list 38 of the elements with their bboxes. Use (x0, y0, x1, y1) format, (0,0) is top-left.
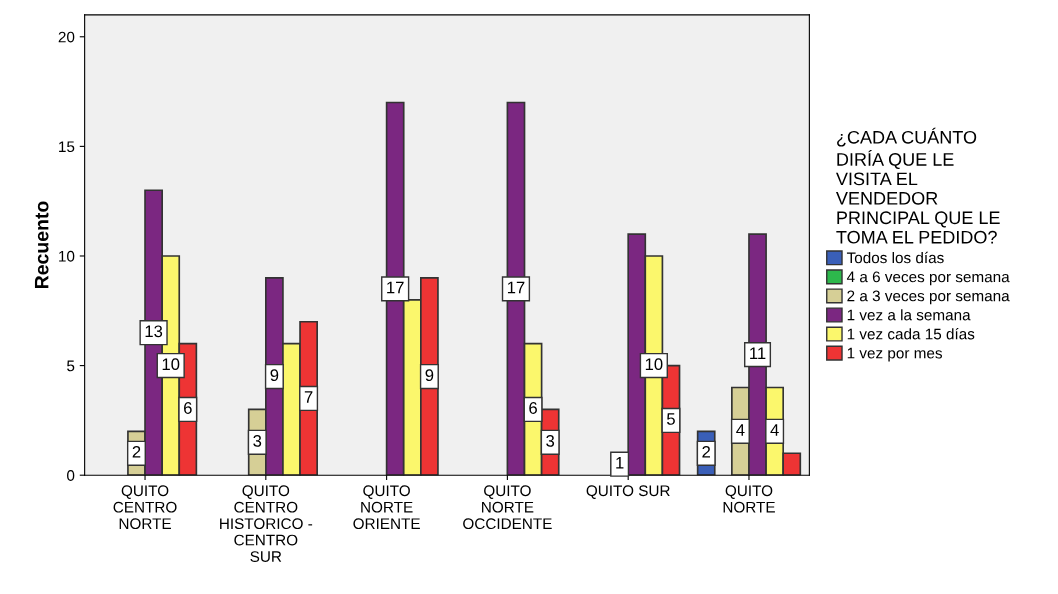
legend-label: Todos los días (846, 251, 944, 264)
y-tick-label: 5 (67, 360, 75, 372)
data-label: 7 (304, 391, 313, 403)
legend-label: 1 vez a la semana (847, 309, 971, 321)
legend-label: 4 a 6 veces por semana (846, 271, 1010, 286)
data-label: 6 (529, 402, 537, 414)
y-tick-label: 10 (59, 250, 75, 262)
legend-label: 2 a 3 veces por semana (847, 290, 1010, 305)
data-label: 4 (736, 424, 745, 436)
legend-label: 1 vez cada 15 días (847, 328, 975, 340)
y-tick-label: 0 (67, 470, 75, 481)
data-label: 6 (184, 402, 192, 414)
data-label: 4 (770, 424, 779, 436)
x-tick-label: QUITO NORTE OCCIDENTE (463, 485, 552, 530)
data-label: 9 (270, 369, 279, 382)
legend-title: ¿CADA CUÁNTO DIRÍA QUE LE VISITA EL VENDEDOR PRINCIPAL QUE LE TOMA EL PEDIDO? (836, 127, 1000, 244)
x-tick-label: QUITO NORTE (723, 485, 775, 513)
data-label: 1 (616, 457, 624, 469)
data-label: 13 (145, 325, 163, 338)
data-label: 2 (702, 445, 710, 458)
data-label: 17 (507, 281, 525, 294)
y-tick-label: 20 (58, 31, 75, 43)
data-label: 11 (750, 347, 766, 359)
y-axis-title: Recuento (34, 201, 49, 289)
x-tick-label: QUITO NORTE ORIENTE (353, 485, 420, 530)
data-label: 9 (425, 369, 434, 382)
data-label: 17 (387, 281, 404, 294)
data-label: 2 (132, 445, 141, 458)
legend-label: 1 vez por mes (847, 347, 942, 362)
data-label: 3 (253, 434, 262, 447)
x-tick-label: QUITO SUR (586, 485, 670, 499)
y-tick-label: 15 (59, 141, 75, 153)
data-label: 10 (645, 358, 663, 371)
data-label: 3 (546, 434, 555, 447)
x-tick-label: QUITO CENTRO HISTORICO - CENTRO SUR (220, 485, 313, 562)
data-label: 10 (162, 358, 180, 371)
x-tick-label: QUITO CENTRO NORTE (113, 485, 177, 530)
data-label: 5 (667, 413, 675, 425)
